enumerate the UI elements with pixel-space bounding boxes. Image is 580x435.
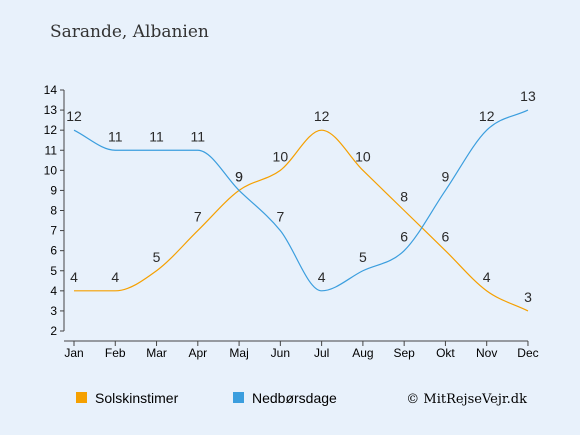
x-tick-label: Mar <box>146 346 167 360</box>
y-tick-label: 6 <box>50 244 57 258</box>
y-tick-label: 11 <box>45 143 58 157</box>
x-tick-label: Jan <box>64 346 83 360</box>
data-label-rain: 9 <box>235 168 243 184</box>
data-label-rain: 11 <box>108 128 123 144</box>
data-label-rain: 12 <box>66 108 82 124</box>
y-tick-label: 7 <box>50 224 57 238</box>
data-label-rain: 12 <box>479 108 495 124</box>
x-tick-label: Jun <box>271 346 290 360</box>
data-label-sun: 6 <box>442 229 450 245</box>
data-label-rain: 7 <box>276 209 284 225</box>
data-label-sun: 5 <box>153 249 161 265</box>
x-tick-label: Dec <box>517 346 538 360</box>
series-line-sun <box>73 129 529 312</box>
data-label-sun: 9 <box>235 168 243 184</box>
data-label-sun: 8 <box>400 189 408 205</box>
data-label-rain: 11 <box>191 128 206 144</box>
series-line-rain <box>73 109 529 292</box>
data-label-rain: 9 <box>442 168 450 184</box>
chart-title: Sarande, Albanien <box>50 22 209 42</box>
data-label-sun: 7 <box>194 209 202 225</box>
data-label-rain: 6 <box>400 229 408 245</box>
y-tick-label: 12 <box>44 123 58 137</box>
data-label-sun: 4 <box>483 269 491 285</box>
data-label-sun: 12 <box>314 108 330 124</box>
data-label-sun: 4 <box>70 269 78 285</box>
y-tick-label: 10 <box>44 163 58 177</box>
y-tick-label: 2 <box>50 324 57 338</box>
x-tick-label: Maj <box>229 346 248 360</box>
x-tick-label: Apr <box>188 346 207 360</box>
x-tick-label: Aug <box>352 346 373 360</box>
x-tick-label: Jul <box>314 346 329 360</box>
data-label-rain: 13 <box>520 88 536 104</box>
y-tick-label: 5 <box>50 264 57 278</box>
y-tick-label: 9 <box>50 183 57 197</box>
legend-swatch-sun <box>76 392 87 403</box>
x-tick-label: Feb <box>105 346 126 360</box>
data-label-sun: 10 <box>355 148 371 164</box>
series-lines <box>73 109 529 312</box>
credit-text: © MitRejseVejr.dk <box>406 392 527 407</box>
y-tick-label: 8 <box>50 204 57 218</box>
y-tick-label: 3 <box>50 304 57 318</box>
legend: Solskinstimer Nedbørsdage <box>76 390 337 406</box>
data-label-rain: 11 <box>149 128 164 144</box>
x-tick-label: Nov <box>476 346 497 360</box>
legend-label-sun: Solskinstimer <box>95 390 179 406</box>
y-tick-label: 4 <box>50 284 57 298</box>
legend-label-rain: Nedbørsdage <box>252 390 337 406</box>
y-tick-label: 13 <box>44 103 58 117</box>
legend-swatch-rain <box>233 392 244 403</box>
data-label-rain: 4 <box>318 269 326 285</box>
data-label-rain: 5 <box>359 249 367 265</box>
x-tick-label: Okt <box>436 346 455 360</box>
data-label-sun: 10 <box>273 148 289 164</box>
data-label-sun: 3 <box>524 289 532 305</box>
data-label-sun: 4 <box>111 269 119 285</box>
y-tick-label: 14 <box>44 83 58 97</box>
x-tick-label: Sep <box>393 346 415 360</box>
